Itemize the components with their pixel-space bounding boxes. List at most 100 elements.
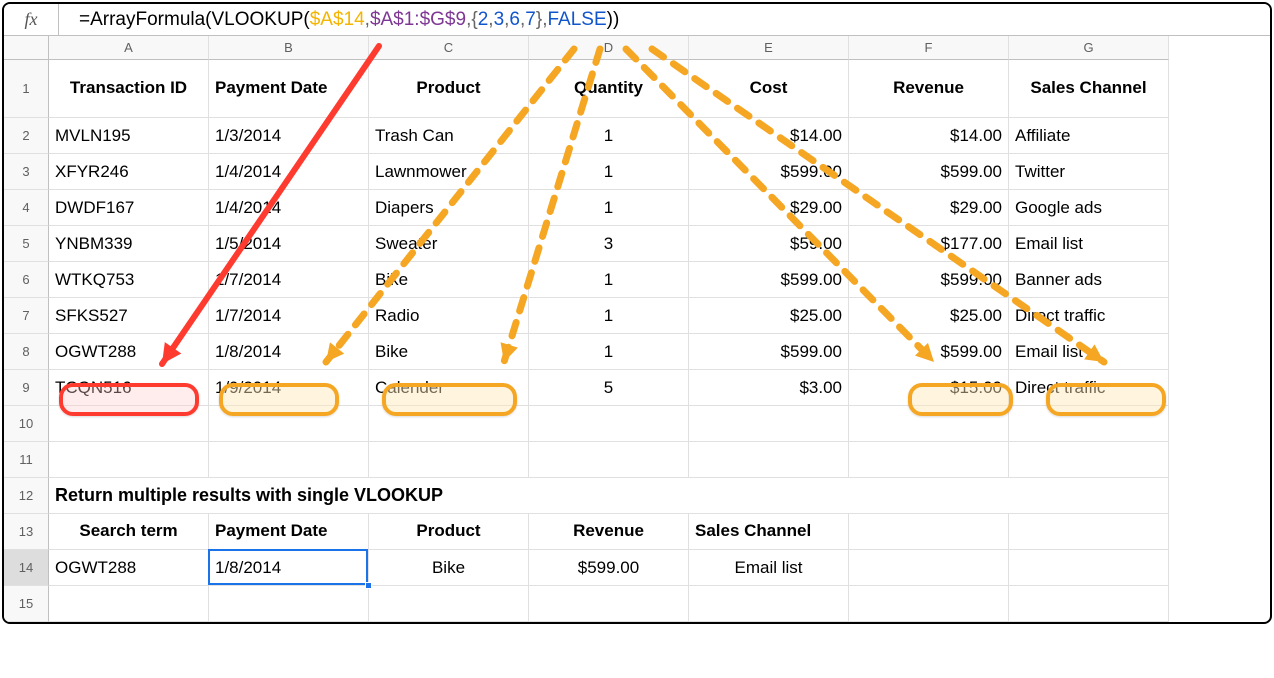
header-revenue[interactable]: Revenue — [849, 60, 1009, 118]
cell-E15[interactable] — [689, 586, 849, 622]
column-header-D[interactable]: D — [529, 36, 689, 60]
cell-id-3[interactable]: XFYR246 — [49, 154, 209, 190]
cell-rev-2[interactable]: $14.00 — [849, 118, 1009, 154]
cell-rev-6[interactable]: $599.00 — [849, 262, 1009, 298]
result-header-sales-channel[interactable]: Sales Channel — [689, 514, 849, 550]
cell-product-6[interactable]: Bike — [369, 262, 529, 298]
header-payment-date[interactable]: Payment Date — [209, 60, 369, 118]
result-header-revenue[interactable]: Revenue — [529, 514, 689, 550]
cell-G14[interactable] — [1009, 550, 1169, 586]
cell-channel-4[interactable]: Google ads — [1009, 190, 1169, 226]
cell-qty-9[interactable]: 5 — [529, 370, 689, 406]
header-cost[interactable]: Cost — [689, 60, 849, 118]
cell-channel-6[interactable]: Banner ads — [1009, 262, 1169, 298]
result-sales-channel[interactable]: Email list — [689, 550, 849, 586]
cell-F15[interactable] — [849, 586, 1009, 622]
cell-channel-5[interactable]: Email list — [1009, 226, 1169, 262]
cell-G15[interactable] — [1009, 586, 1169, 622]
cell-A15[interactable] — [49, 586, 209, 622]
cell-date-3[interactable]: 1/4/2014 — [209, 154, 369, 190]
cell-rev-5[interactable]: $177.00 — [849, 226, 1009, 262]
cell-A11[interactable] — [49, 442, 209, 478]
header-product[interactable]: Product — [369, 60, 529, 118]
result-header-search-term[interactable]: Search term — [49, 514, 209, 550]
row-header-4[interactable]: 4 — [4, 190, 49, 226]
cell-date-9[interactable]: 1/9/2014 — [209, 370, 369, 406]
cell-id-7[interactable]: SFKS527 — [49, 298, 209, 334]
row-header-5[interactable]: 5 — [4, 226, 49, 262]
cell-G13[interactable] — [1009, 514, 1169, 550]
cell-qty-4[interactable]: 1 — [529, 190, 689, 226]
result-revenue[interactable]: $599.00 — [529, 550, 689, 586]
header-quantity[interactable]: Quantity — [529, 60, 689, 118]
column-header-E[interactable]: E — [689, 36, 849, 60]
cell-E11[interactable] — [689, 442, 849, 478]
cell-product-9[interactable]: Calender — [369, 370, 529, 406]
cell-cost-2[interactable]: $14.00 — [689, 118, 849, 154]
cell-id-2[interactable]: MVLN195 — [49, 118, 209, 154]
cell-D15[interactable] — [529, 586, 689, 622]
row-header-2[interactable]: 2 — [4, 118, 49, 154]
result-product[interactable]: Bike — [369, 550, 529, 586]
result-search-term[interactable]: OGWT288 — [49, 550, 209, 586]
cell-product-7[interactable]: Radio — [369, 298, 529, 334]
column-header-F[interactable]: F — [849, 36, 1009, 60]
cell-product-4[interactable]: Diapers — [369, 190, 529, 226]
cell-C10[interactable] — [369, 406, 529, 442]
cell-F14[interactable] — [849, 550, 1009, 586]
cell-G10[interactable] — [1009, 406, 1169, 442]
cell-date-6[interactable]: 1/7/2014 — [209, 262, 369, 298]
cell-date-8[interactable]: 1/8/2014 — [209, 334, 369, 370]
cell-channel-7[interactable]: Direct traffic — [1009, 298, 1169, 334]
result-header-product[interactable]: Product — [369, 514, 529, 550]
cell-qty-3[interactable]: 1 — [529, 154, 689, 190]
cell-D11[interactable] — [529, 442, 689, 478]
cell-channel-9[interactable]: Direct traffic — [1009, 370, 1169, 406]
cell-id-4[interactable]: DWDF167 — [49, 190, 209, 226]
cell-id-8[interactable]: OGWT288 — [49, 334, 209, 370]
header-sales-channel[interactable]: Sales Channel — [1009, 60, 1169, 118]
cell-channel-3[interactable]: Twitter — [1009, 154, 1169, 190]
cell-cost-7[interactable]: $25.00 — [689, 298, 849, 334]
row-header-7[interactable]: 7 — [4, 298, 49, 334]
cell-cost-4[interactable]: $29.00 — [689, 190, 849, 226]
cell-C11[interactable] — [369, 442, 529, 478]
cell-cost-5[interactable]: $59.00 — [689, 226, 849, 262]
cell-cost-6[interactable]: $599.00 — [689, 262, 849, 298]
cell-rev-3[interactable]: $599.00 — [849, 154, 1009, 190]
cell-A10[interactable] — [49, 406, 209, 442]
row-header-1[interactable]: 1 — [4, 60, 49, 118]
cell-qty-5[interactable]: 3 — [529, 226, 689, 262]
cell-channel-2[interactable]: Affiliate — [1009, 118, 1169, 154]
cell-C15[interactable] — [369, 586, 529, 622]
row-header-6[interactable]: 6 — [4, 262, 49, 298]
cell-rev-4[interactable]: $29.00 — [849, 190, 1009, 226]
cell-product-2[interactable]: Trash Can — [369, 118, 529, 154]
cell-cost-9[interactable]: $3.00 — [689, 370, 849, 406]
cell-qty-2[interactable]: 1 — [529, 118, 689, 154]
cell-id-6[interactable]: WTKQ753 — [49, 262, 209, 298]
cell-id-5[interactable]: YNBM339 — [49, 226, 209, 262]
cell-D10[interactable] — [529, 406, 689, 442]
row-header-8[interactable]: 8 — [4, 334, 49, 370]
cell-qty-7[interactable]: 1 — [529, 298, 689, 334]
select-all-corner[interactable] — [4, 36, 49, 60]
fx-icon[interactable]: fx — [4, 4, 59, 36]
cell-product-5[interactable]: Sweater — [369, 226, 529, 262]
cell-rev-9[interactable]: $15.00 — [849, 370, 1009, 406]
cell-G11[interactable] — [1009, 442, 1169, 478]
header-transaction-id[interactable]: Transaction ID — [49, 60, 209, 118]
cell-product-3[interactable]: Lawnmower — [369, 154, 529, 190]
result-payment-date[interactable]: 1/8/2014 — [209, 550, 369, 586]
cell-product-8[interactable]: Bike — [369, 334, 529, 370]
row-header-13[interactable]: 13 — [4, 514, 49, 550]
cell-id-9[interactable]: TCQN516 — [49, 370, 209, 406]
column-header-A[interactable]: A — [49, 36, 209, 60]
cell-F10[interactable] — [849, 406, 1009, 442]
cell-F13[interactable] — [849, 514, 1009, 550]
row-header-14[interactable]: 14 — [4, 550, 49, 586]
cell-B11[interactable] — [209, 442, 369, 478]
cell-qty-8[interactable]: 1 — [529, 334, 689, 370]
cell-cost-8[interactable]: $599.00 — [689, 334, 849, 370]
cell-B10[interactable] — [209, 406, 369, 442]
